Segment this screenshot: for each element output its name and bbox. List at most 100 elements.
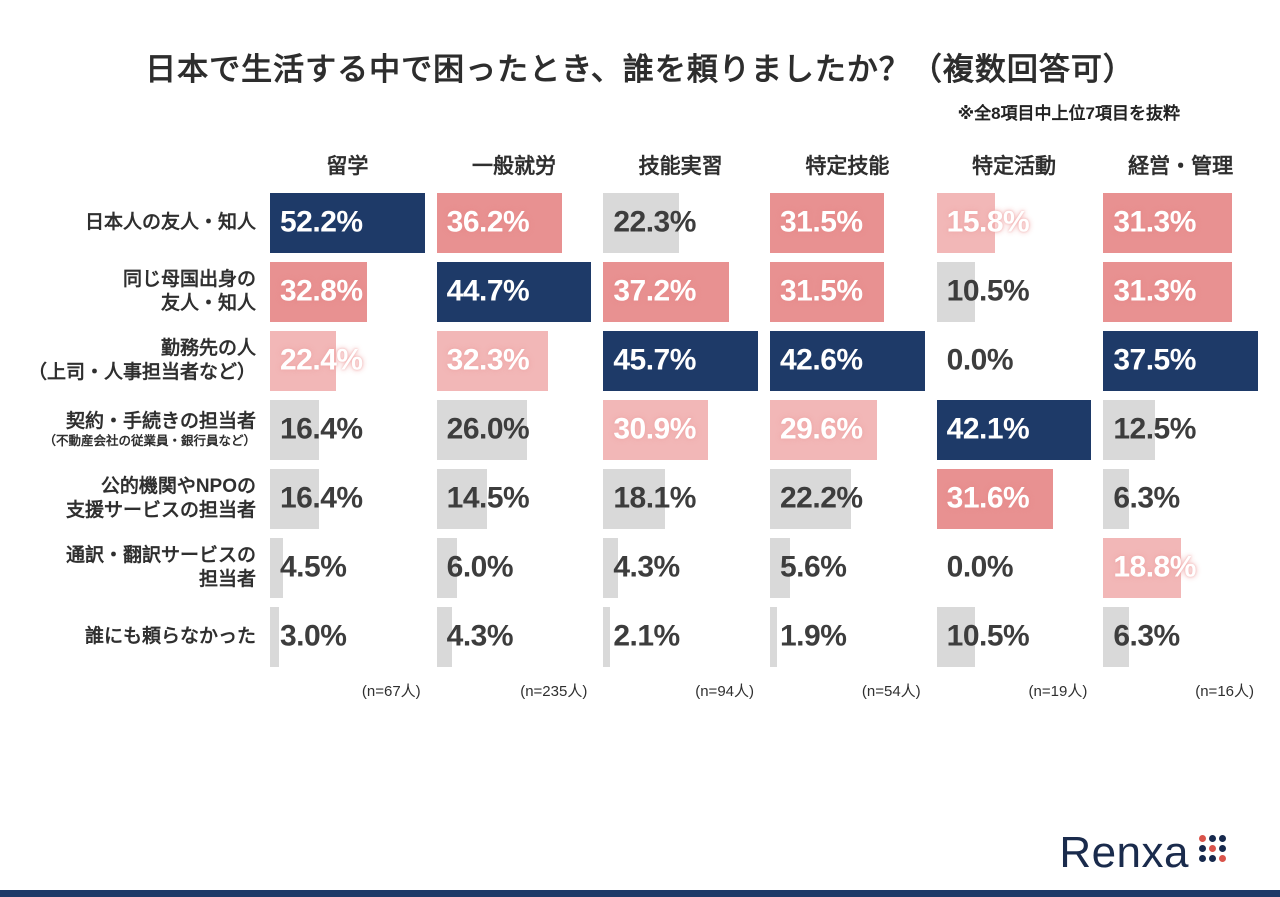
value-label: 6.3% (1113, 481, 1180, 515)
value-label: 6.0% (446, 550, 514, 584)
value-bar (936, 400, 1092, 460)
row-label-line: 公的機関やNPOの (100, 476, 256, 498)
value-cell: 16.4% (270, 469, 425, 529)
sample-size-label-5: (n=16人) (1195, 683, 1254, 700)
row-label-line: 担当者 (198, 569, 256, 590)
value-bar (770, 262, 885, 322)
value-label: 14.5% (446, 481, 530, 515)
value-cell: 10.5% (936, 262, 1092, 322)
column-header-1: 一般就労 (471, 155, 556, 178)
value-cell: 30.9% (603, 400, 758, 460)
value-cell: 4.3% (603, 538, 758, 598)
value-cell: 45.7% (603, 331, 758, 391)
sample-size-label-2: (n=94人) (695, 683, 754, 700)
logo-dot (1219, 835, 1226, 842)
value-cell: 6.3% (1103, 469, 1258, 529)
value-label: 4.5% (280, 550, 347, 584)
value-label: 16.4% (280, 481, 363, 515)
sample-size-label-4: (n=19人) (1028, 683, 1088, 700)
value-bar (936, 607, 976, 667)
column-header-5: 経営・管理 (1128, 155, 1234, 178)
grid-footer-corner (16, 676, 258, 701)
row-label-line: （上司・人事担当者など） (27, 362, 256, 383)
value-bar (936, 469, 1053, 529)
value-label: 16.4% (280, 412, 363, 446)
value-label: 37.5% (1113, 343, 1196, 377)
value-label: 22.2% (780, 481, 863, 515)
row-label-1: 同じ母国出身の 友人・知人 (16, 262, 258, 322)
value-label: 31.6% (946, 481, 1030, 515)
value-bar (436, 262, 592, 322)
value-bar (770, 193, 885, 253)
value-label: 12.5% (1113, 412, 1196, 446)
column-header-0: 留学 (326, 155, 369, 178)
logo-dot (1199, 845, 1206, 852)
value-cell: 36.2% (436, 193, 592, 253)
value-cell: 6.3% (1103, 607, 1258, 667)
value-cell: 4.5% (270, 538, 425, 598)
row-label-line: 同じ母国出身の (122, 269, 256, 291)
value-label: 5.6% (780, 550, 847, 584)
value-cell: 32.3% (436, 331, 592, 391)
value-bar (603, 607, 611, 667)
value-label: 6.3% (1113, 619, 1180, 653)
value-bar (770, 538, 791, 598)
value-cell: 6.0% (436, 538, 592, 598)
column-header-3: 特定技能 (805, 155, 890, 178)
value-cell: 26.0% (436, 400, 592, 460)
value-bar (270, 469, 319, 529)
value-cell: 12.5% (1103, 400, 1258, 460)
value-bar (1103, 262, 1233, 322)
row-label-line: 勤務先の人 (160, 338, 256, 360)
value-label: 4.3% (446, 619, 514, 653)
value-cell: 10.5% (936, 607, 1092, 667)
row-label-4: 公的機関やNPOの 支援サービスの担当者 (16, 469, 258, 529)
value-label: 4.3% (613, 550, 680, 584)
logo-dot (1209, 855, 1216, 862)
logo-dot (1209, 845, 1216, 852)
value-cell: 16.4% (270, 400, 425, 460)
row-label-6: 誰にも頼らなかった (16, 607, 258, 667)
value-label: 42.1% (946, 412, 1030, 446)
value-label: 30.9% (613, 412, 696, 446)
bottom-accent-bar (0, 890, 1280, 897)
value-label: 3.0% (280, 619, 347, 653)
value-cell: 52.2% (270, 193, 425, 253)
value-cell: 31.3% (1103, 193, 1258, 253)
value-bar (1103, 469, 1130, 529)
chart-grid: 留学 一般就労 技能実習 特定技能 特定活動 経営・管理 日本人の友人・知人 52.2% 36.… (16, 150, 1258, 701)
value-bar (270, 331, 337, 391)
value-cell: 31.5% (770, 193, 925, 253)
value-label: 31.5% (780, 274, 863, 308)
value-label: 45.7% (613, 343, 696, 377)
value-label: 31.3% (1113, 205, 1196, 239)
value-bar (770, 331, 925, 391)
value-label: 10.5% (946, 619, 1030, 653)
value-label: 44.7% (446, 274, 530, 308)
value-cell: 44.7% (436, 262, 592, 322)
row-label-line: 誰にも頼らなかった (84, 626, 256, 648)
value-cell: 31.3% (1103, 262, 1258, 322)
value-bar (936, 262, 976, 322)
row-label-line: （不動産会社の従業員・銀行員など） (43, 434, 256, 449)
value-bar (436, 538, 458, 598)
logo-dot (1199, 835, 1206, 842)
value-bar (1103, 400, 1155, 460)
row-label-line: 契約・手続きの担当者 (65, 411, 256, 433)
value-bar (603, 400, 708, 460)
value-cell: 18.1% (603, 469, 758, 529)
value-cell: 37.5% (1103, 331, 1258, 391)
value-cell: 22.3% (603, 193, 758, 253)
value-label: 22.4% (280, 343, 363, 377)
value-cell: 2.1% (603, 607, 758, 667)
column-header-2: 技能実習 (638, 155, 723, 178)
sample-size-label-0: (n=67人) (361, 683, 421, 700)
value-label: 0.0% (946, 343, 1014, 377)
value-bar (1103, 193, 1233, 253)
row-label-line: 通訳・翻訳サービスの (65, 545, 256, 567)
logo: Renxa (1059, 831, 1226, 875)
value-bar (436, 469, 487, 529)
row-label-0: 日本人の友人・知人 (16, 193, 258, 253)
row-label-line: 日本人の友人・知人 (84, 212, 256, 234)
value-label: 32.3% (446, 343, 530, 377)
